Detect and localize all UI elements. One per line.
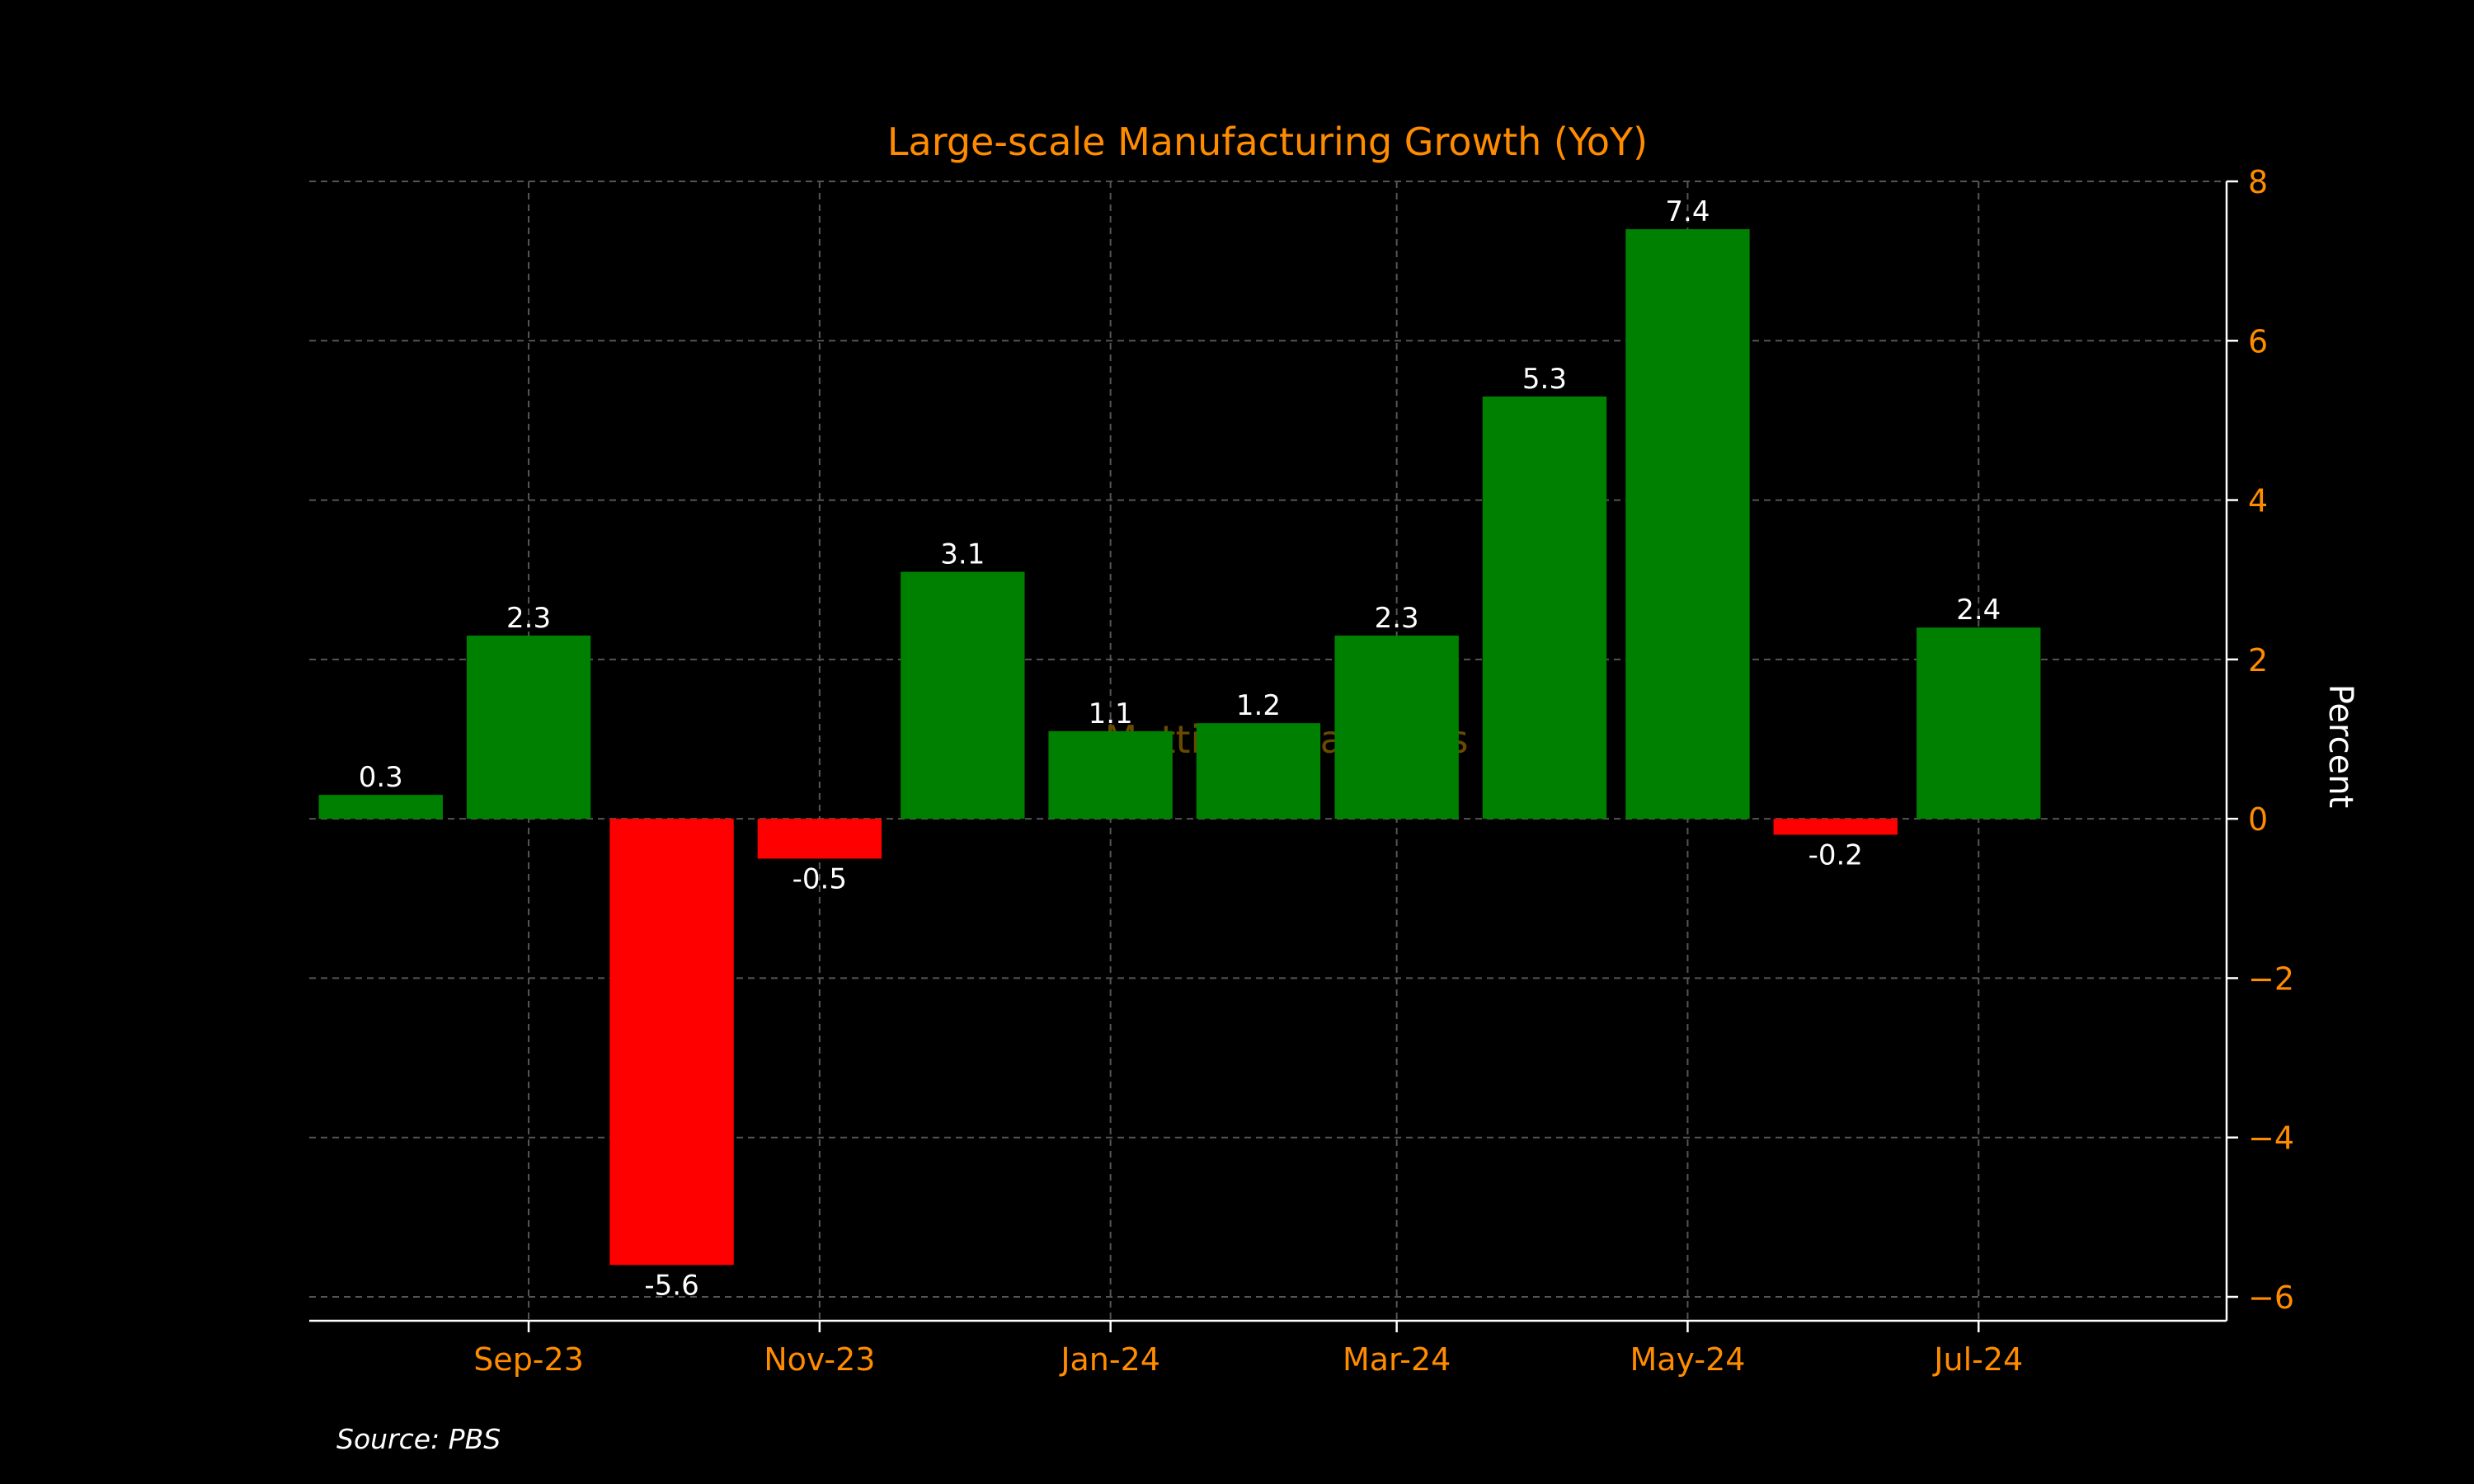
bar bbox=[1196, 723, 1321, 819]
bar-value-label: -5.6 bbox=[644, 1269, 698, 1302]
y-tick-label: −2 bbox=[2248, 960, 2294, 997]
bar bbox=[609, 819, 734, 1266]
bar bbox=[1625, 228, 1750, 819]
bar bbox=[1482, 396, 1607, 819]
y-tick-label: −4 bbox=[2248, 1120, 2294, 1157]
bar-value-label: 2.3 bbox=[1375, 602, 1419, 635]
bar bbox=[318, 795, 443, 819]
bar-layer: 0.3 2.3 -5.6 -0.5 3.1 1.1 1.2 2.3 5.3 7.4 -0.2 2.4 bbox=[318, 195, 2041, 1302]
bar-value-label: 2.4 bbox=[1956, 594, 2001, 627]
bar-value-label: 0.3 bbox=[359, 761, 403, 794]
bar bbox=[1048, 730, 1173, 819]
y-tick-label: 4 bbox=[2248, 483, 2268, 519]
bar-value-label: 2.3 bbox=[506, 602, 551, 635]
y-tick-label: 8 bbox=[2248, 164, 2268, 200]
x-tick-label: Jan-24 bbox=[1059, 1341, 1160, 1378]
grid-layer bbox=[309, 181, 2227, 1321]
bar bbox=[1917, 627, 2041, 819]
y-tick-label: 2 bbox=[2248, 642, 2268, 679]
x-tick-label: Nov-23 bbox=[764, 1341, 875, 1378]
bar bbox=[466, 635, 591, 819]
bar-value-label: -0.2 bbox=[1808, 838, 1863, 871]
chart-title: Large-scale Manufacturing Growth (YoY) bbox=[887, 120, 1648, 164]
x-tick-label: Sep-23 bbox=[473, 1341, 584, 1378]
bar bbox=[1773, 819, 1898, 835]
y-tick-label: −6 bbox=[2248, 1280, 2294, 1316]
bar-value-label: 5.3 bbox=[1522, 363, 1567, 396]
bar-value-label: 7.4 bbox=[1665, 195, 1710, 228]
bar-value-label: 1.2 bbox=[1236, 689, 1281, 722]
axis-layer: 8 6 4 2 0 −2 −4 −6 Sep-23 Nov-23 Jan-24 Mar-24 May-2… bbox=[309, 164, 2294, 1378]
y-tick-label: 0 bbox=[2248, 801, 2268, 838]
bar bbox=[757, 819, 882, 859]
bar bbox=[901, 571, 1025, 819]
x-tick-label: Mar-24 bbox=[1343, 1341, 1451, 1378]
bar bbox=[1334, 635, 1459, 819]
y-axis-label: Percent bbox=[2321, 684, 2359, 809]
bar-value-label: -0.5 bbox=[793, 862, 847, 895]
x-tick-label: Jul-24 bbox=[1932, 1341, 2023, 1378]
source-note: Source: PBS bbox=[336, 1423, 501, 1455]
bar-value-label: 1.1 bbox=[1089, 697, 1133, 730]
x-tick-label: May-24 bbox=[1630, 1341, 1745, 1378]
bar-value-label: 3.1 bbox=[940, 538, 985, 571]
y-tick-label: 6 bbox=[2248, 323, 2268, 359]
